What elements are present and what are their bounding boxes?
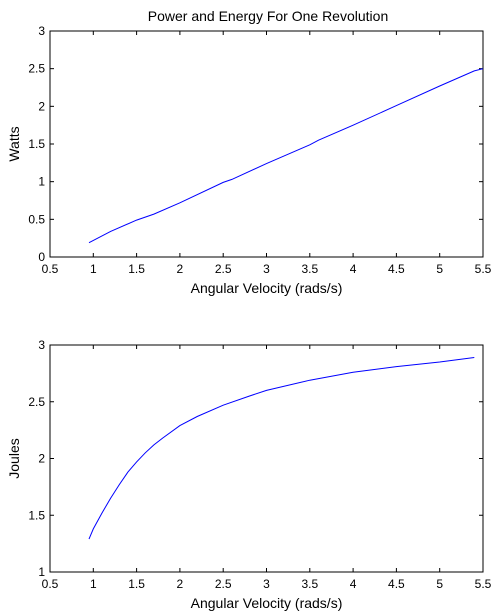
power-xtick-label: 1.5	[128, 262, 145, 276]
energy-xtick-label: 5	[436, 577, 443, 591]
energy-xtick-label: 5.5	[475, 577, 492, 591]
power-series-line	[88, 68, 484, 244]
energy-axes-box	[49, 344, 484, 573]
energy-series-line	[88, 357, 475, 540]
energy-ytick-label: 1.5	[28, 508, 45, 522]
power-ytick-label: 3	[38, 24, 45, 38]
energy-xtick-label: 1	[90, 577, 97, 591]
energy-ytick-label: 2.5	[28, 395, 45, 409]
power-xtick-label: 4	[350, 262, 357, 276]
energy-x-axis-title: Angular Velocity (rads/s)	[191, 595, 343, 611]
energy-xtick-label: 3.5	[301, 577, 318, 591]
power-y-axis-title: Watts	[6, 126, 22, 161]
figure-title: Power and Energy For One Revolution	[148, 8, 388, 24]
power-xtick-label: 1	[90, 262, 97, 276]
power-plot: 0.5 1 1.5 2 2.5 3 3.5 4 4.5 5 5.500.511.522.53Angu…	[6, 24, 492, 296]
power-xtick-label: 4.5	[388, 262, 405, 276]
power-ytick-label: 0.5	[28, 212, 45, 226]
power-xtick-label: 2	[177, 262, 184, 276]
power-ytick-label: 0	[38, 250, 45, 264]
power-xtick-label: 3	[263, 262, 270, 276]
power-ytick-label: 1	[38, 175, 45, 189]
energy-ytick-label: 2	[38, 452, 45, 466]
energy-xtick-label: 2	[177, 577, 184, 591]
energy-ytick-label: 1	[38, 565, 45, 579]
energy-xtick-label: 0.5	[42, 577, 59, 591]
power-xtick-label: 5.5	[475, 262, 492, 276]
power-ytick-label: 2	[38, 99, 45, 113]
energy-ytick-label: 3	[38, 338, 45, 352]
energy-xtick-label: 4	[350, 577, 357, 591]
power-ytick-label: 1.5	[28, 137, 45, 151]
power-xtick-label: 0.5	[42, 262, 59, 276]
energy-xtick-label: 3	[263, 577, 270, 591]
power-x-axis-title: Angular Velocity (rads/s)	[191, 280, 343, 296]
power-axes-box	[49, 30, 484, 258]
power-ytick-label: 2.5	[28, 62, 45, 76]
energy-plot: 0.5 1 1.5 2 2.5 3 3.5 4 4.5 5 5.511.522.53Angular …	[6, 338, 492, 611]
energy-xtick-label: 1.5	[128, 577, 145, 591]
power-xtick-label: 5	[436, 262, 443, 276]
energy-xtick-label: 2.5	[215, 577, 232, 591]
power-xtick-label: 3.5	[301, 262, 318, 276]
energy-y-axis-title: Joules	[6, 438, 22, 478]
power-xtick-label: 2.5	[215, 262, 232, 276]
energy-xtick-label: 4.5	[388, 577, 405, 591]
